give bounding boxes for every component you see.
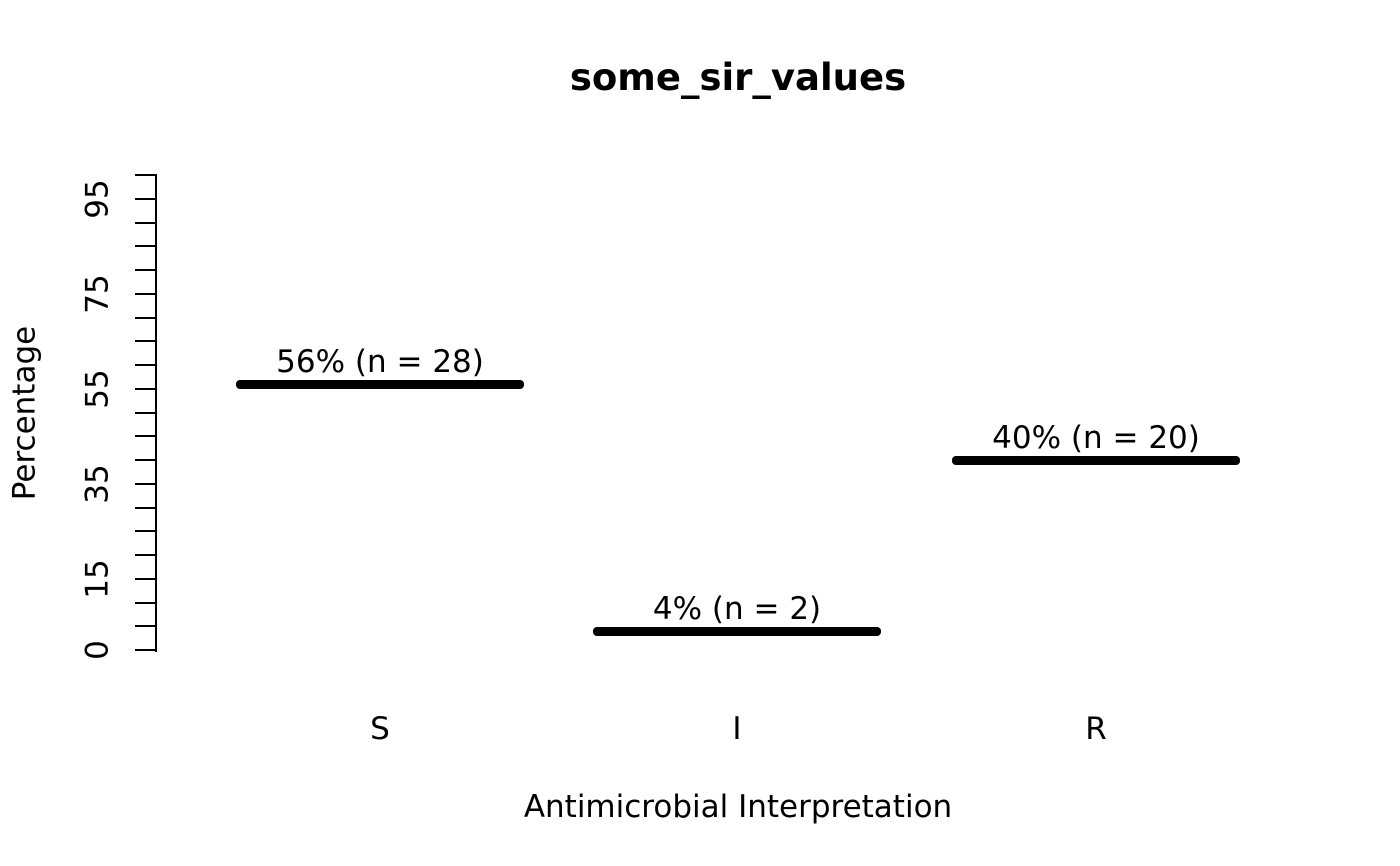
y-tick-75 [135,292,155,295]
y-tick-45 [135,435,155,438]
bar-R [952,455,1240,465]
chart-title: some_sir_values [569,56,907,99]
y-tick-50 [135,411,155,414]
y-tick-65 [135,340,155,343]
y-tick-85 [135,245,155,248]
y-tick-55 [135,387,155,390]
y-tick-label-95: 95 [79,179,116,219]
y-tick-35 [135,482,155,485]
y-axis-line [155,174,157,652]
y-tick-70 [135,316,155,319]
x-axis-title: Antimicrobial Interpretation [523,789,953,825]
bar-value-label-I: 4% (n = 2) [652,591,822,627]
y-tick-0 [135,649,155,651]
x-category-label-R: R [1085,711,1107,747]
x-category-label-S: S [370,711,390,747]
y-tick-10 [135,601,155,604]
x-category-label-I: I [732,711,742,747]
y-tick-label-15: 15 [79,559,116,599]
y-tick-80 [135,269,155,271]
y-tick-20 [135,554,155,556]
bar-value-label-S: 56% (n = 28) [276,344,484,380]
y-tick-100 [135,174,155,176]
y-tick-95 [135,197,155,200]
bar-value-label-R: 40% (n = 20) [992,420,1200,456]
y-tick-25 [135,530,155,533]
y-tick-60 [135,364,155,366]
y-tick-label-75: 75 [79,274,116,314]
bar-I [593,626,881,636]
y-tick-label-35: 35 [79,464,116,504]
y-tick-15 [135,577,155,580]
y-tick-30 [135,506,155,509]
y-tick-label-0: 0 [79,640,116,660]
y-tick-90 [135,221,155,224]
y-axis-title: Percentage [6,325,43,501]
y-tick-5 [135,625,155,628]
bar-S [236,379,524,389]
y-tick-40 [135,459,155,461]
y-tick-label-55: 55 [79,369,116,409]
